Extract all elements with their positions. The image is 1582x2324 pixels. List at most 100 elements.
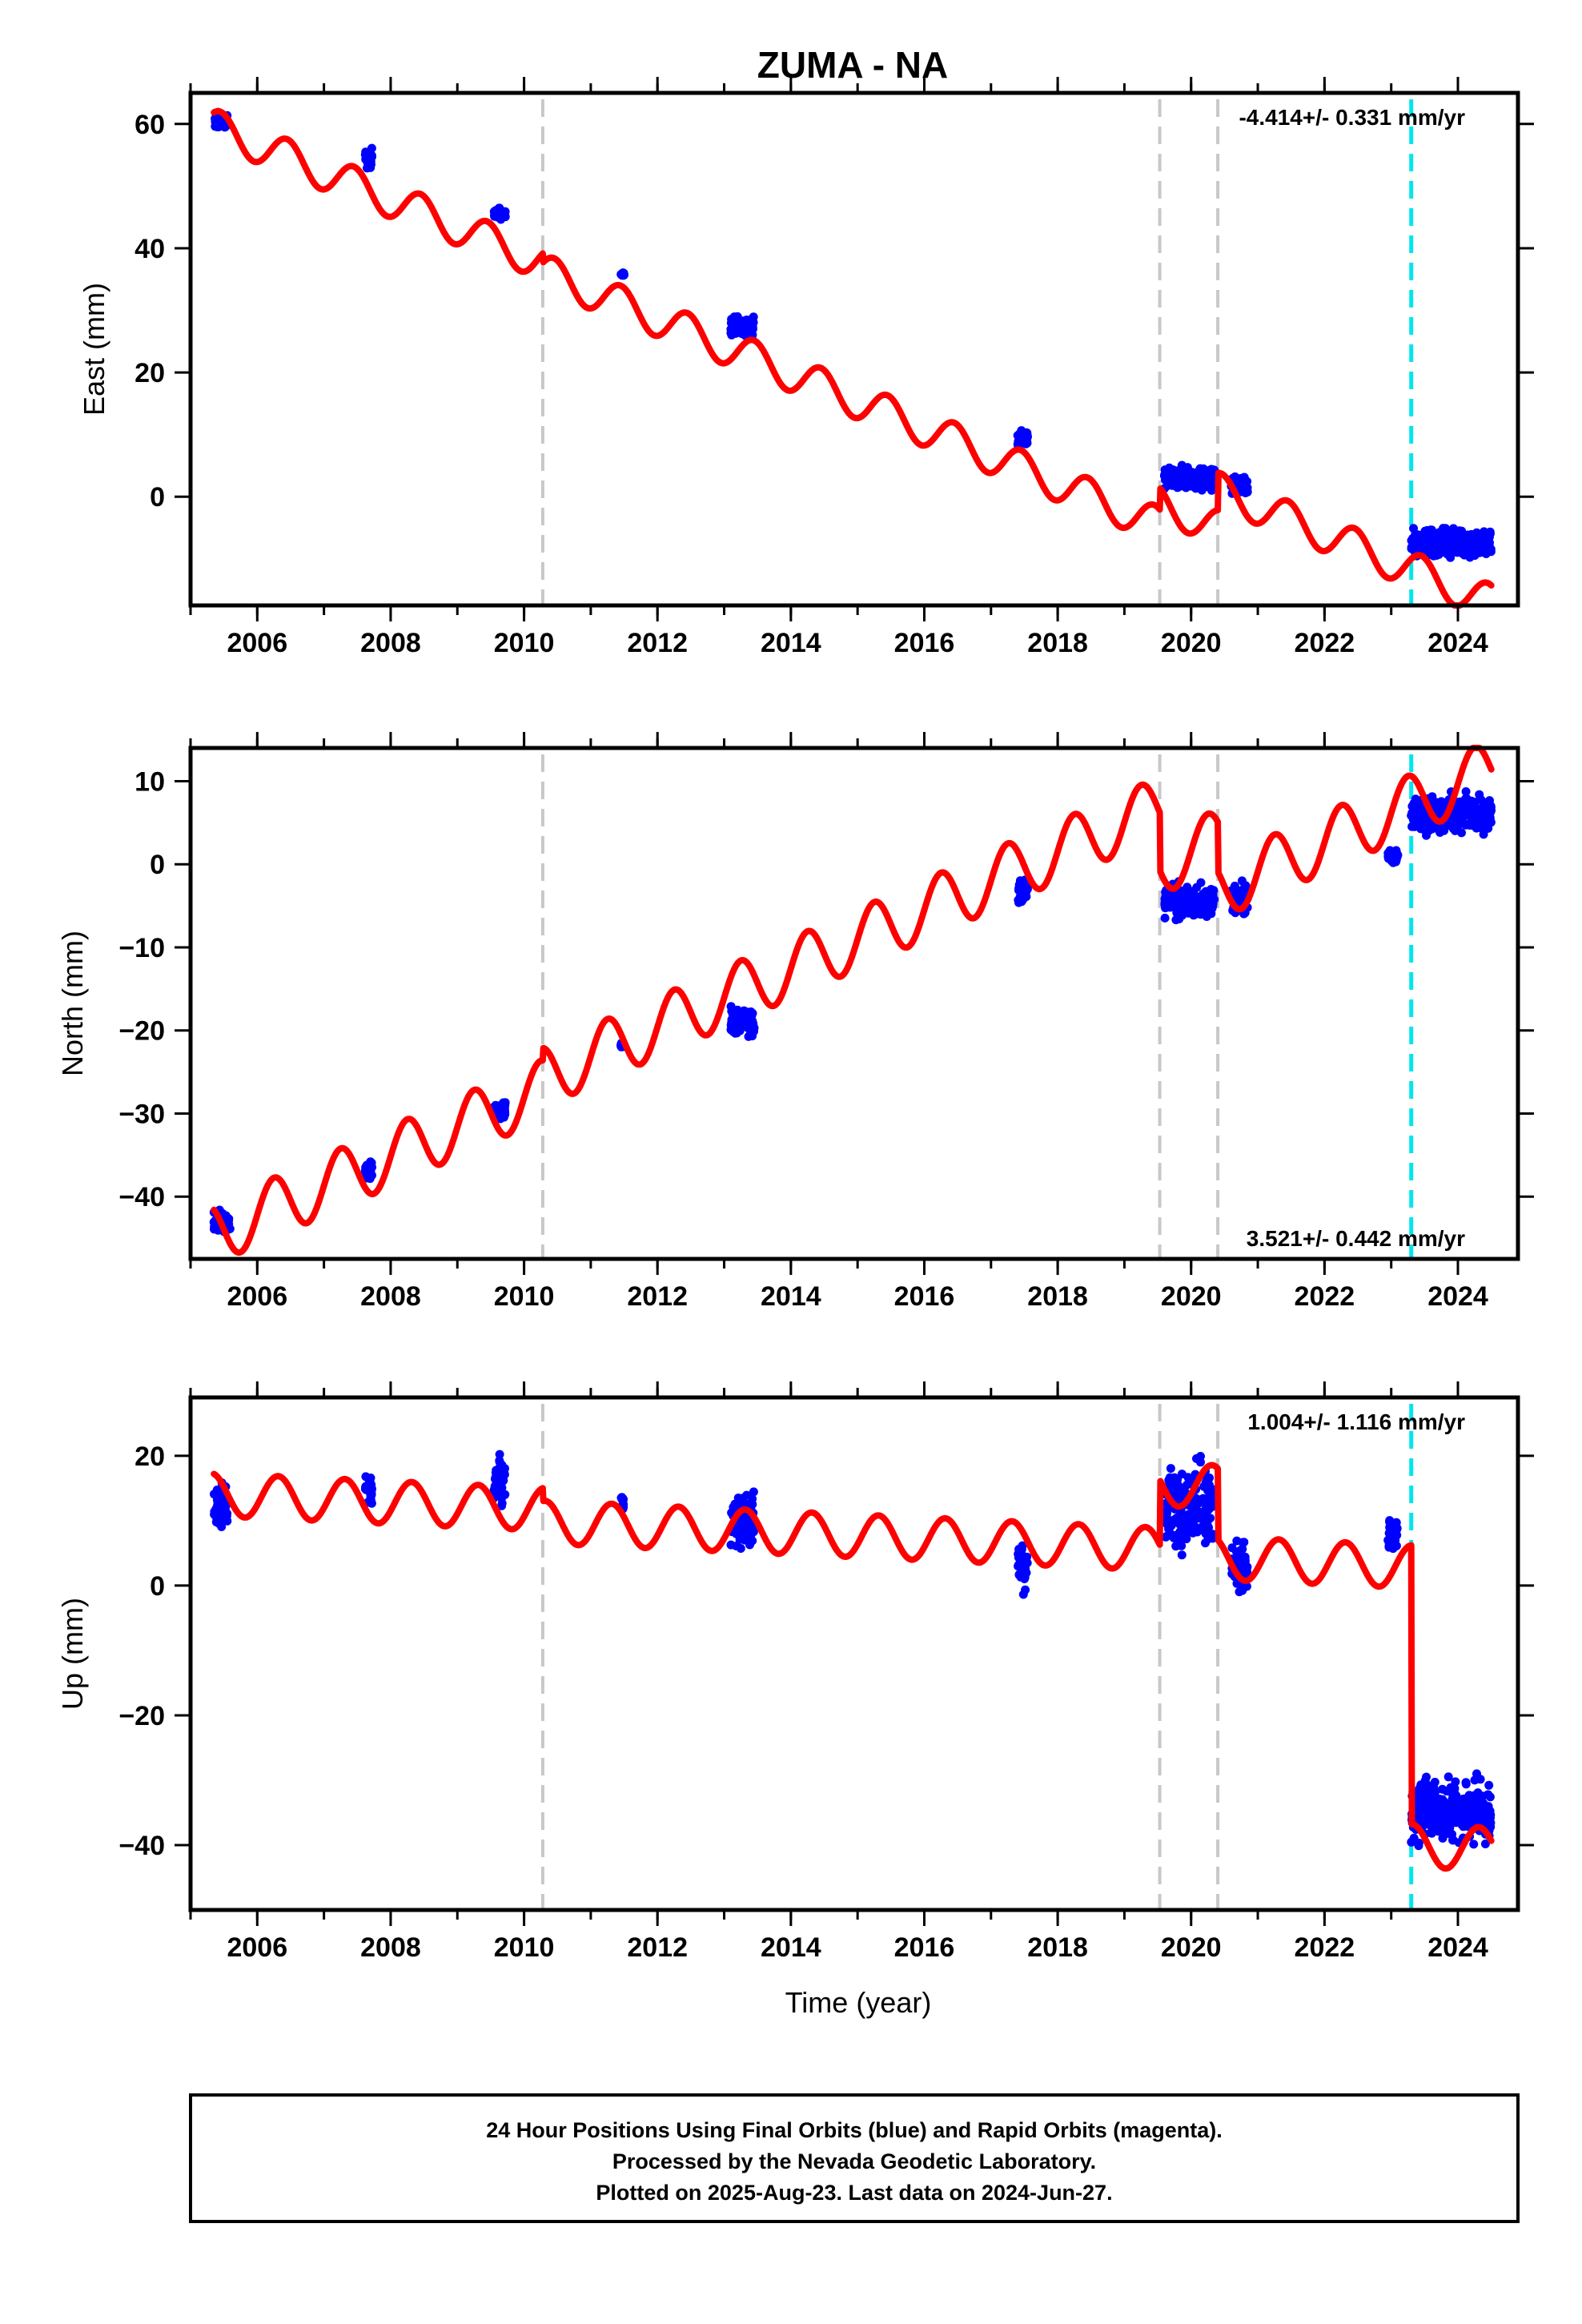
up-data-point [1422, 1772, 1431, 1782]
north-data-point [500, 1100, 510, 1110]
up-data-point [1470, 1791, 1480, 1800]
east-y-tick-label: 60 [135, 110, 165, 140]
footer-line-3: Plotted on 2025-Aug-23. Last data on 202… [596, 2181, 1112, 2205]
up-data-point [1460, 1797, 1470, 1807]
up-data-point [1207, 1489, 1217, 1498]
east-data-point [1017, 426, 1026, 436]
east-x-tick-label: 2006 [227, 628, 287, 658]
north-y-tick-label: −40 [118, 1182, 165, 1212]
north-data-point [748, 1031, 757, 1041]
north-x-tick-label: 2016 [894, 1281, 955, 1312]
up-data-point [1485, 1792, 1495, 1802]
up-data-point [215, 1514, 224, 1524]
up-data-point [732, 1542, 741, 1550]
north-data-point [748, 1008, 757, 1018]
north-plot-frame [188, 746, 1520, 1261]
up-data-point [217, 1522, 227, 1531]
north-data-point [1486, 816, 1496, 826]
east-data-point [362, 151, 371, 160]
north-data-point [1470, 798, 1480, 806]
north-y-tick-label: −20 [118, 1016, 165, 1047]
east-data-point [733, 316, 742, 325]
north-data-point [1160, 913, 1170, 923]
east-data-point [489, 207, 499, 216]
north-data-point [737, 1015, 746, 1024]
east-y-tick-label: 40 [135, 234, 165, 264]
up-x-tick-label: 2016 [894, 1932, 955, 1963]
north-data-point [1173, 914, 1182, 923]
east-data-point [1164, 475, 1174, 485]
north-panel: 2006 2008 2010 2012 2014 2016 2018 2020 2022 2024… [56, 732, 1534, 1312]
up-data-point [1232, 1536, 1242, 1546]
up-data-point [1166, 1464, 1175, 1474]
up-data-point [1203, 1506, 1212, 1516]
up-data-point [1232, 1547, 1241, 1557]
footer-line-1: 24 Hour Positions Using Final Orbits (bl… [486, 2118, 1223, 2142]
north-x-tick-label: 2008 [360, 1281, 421, 1312]
north-x-tick-label: 2010 [494, 1281, 555, 1312]
up-data-point [1018, 1541, 1027, 1550]
up-plot-frame [188, 1395, 1520, 1912]
east-data-point [1415, 537, 1424, 546]
north-data-point [1485, 796, 1494, 806]
north-x-tick-label: 2022 [1295, 1281, 1355, 1312]
up-data-point [1201, 1529, 1211, 1538]
north-data-point [1015, 882, 1025, 891]
north-data-point [1187, 890, 1197, 899]
east-data-point [748, 318, 757, 328]
north-data-point [1393, 850, 1403, 860]
north-rate-label: 3.521+/- 0.442 mm/yr [1247, 1226, 1465, 1251]
north-data-point [1190, 900, 1199, 910]
up-y-axis-label: Up (mm) [56, 1598, 89, 1710]
north-x-tick-label: 2012 [627, 1281, 688, 1312]
north-x-tick-label: 2018 [1027, 1281, 1088, 1312]
up-data-point [1191, 1514, 1200, 1523]
north-data-point [1420, 811, 1430, 821]
up-data-point [1438, 1784, 1447, 1794]
up-x-tick-label: 2008 [360, 1932, 421, 1963]
north-data-point [1168, 891, 1178, 900]
east-y-tick-label: 0 [150, 482, 165, 513]
up-data-point [1203, 1519, 1212, 1529]
up-data-point [1175, 1527, 1185, 1537]
north-data-point [727, 1019, 737, 1028]
up-data-point [1428, 1792, 1438, 1802]
east-data-point [1182, 481, 1191, 491]
up-data-point [1442, 1810, 1452, 1819]
north-data-point [1202, 891, 1211, 900]
up-data-point [1442, 1799, 1452, 1809]
north-data-point [1184, 908, 1194, 918]
up-data-point [1169, 1531, 1178, 1541]
north-data-point [1205, 899, 1215, 908]
east-x-tick-label: 2010 [494, 628, 555, 658]
up-data-point [1451, 1777, 1460, 1787]
east-data-point [1478, 547, 1488, 557]
east-data-point [1470, 551, 1480, 561]
east-x-tick-label: 2024 [1427, 628, 1488, 658]
north-y-tick-label: −30 [118, 1099, 165, 1129]
up-data-point [1474, 1811, 1484, 1820]
east-plot-frame [188, 90, 1520, 608]
north-x-tick-label: 2006 [227, 1281, 287, 1312]
north-data-point [1196, 910, 1206, 919]
east-data-point [1018, 435, 1027, 444]
up-x-tick-label: 2014 [761, 1932, 821, 1963]
north-data-point [1461, 787, 1471, 796]
east-data-point [1190, 470, 1199, 480]
up-data-point [1022, 1552, 1032, 1562]
up-data-point [1196, 1452, 1205, 1461]
up-data-point [1464, 1811, 1473, 1820]
up-x-tick-label: 2012 [627, 1932, 688, 1963]
east-data-point [1446, 553, 1456, 562]
up-data-point [749, 1525, 757, 1534]
north-data-point [1409, 802, 1419, 811]
up-rate-label: 1.004+/- 1.116 mm/yr [1247, 1409, 1465, 1434]
up-data-point [1174, 1515, 1183, 1525]
up-data-point [1182, 1534, 1191, 1544]
up-data-point [1443, 1772, 1453, 1782]
up-data-point [1486, 1818, 1496, 1827]
east-x-tick-label: 2008 [360, 628, 421, 658]
up-data-point [493, 1478, 503, 1487]
east-data-point [363, 159, 373, 168]
